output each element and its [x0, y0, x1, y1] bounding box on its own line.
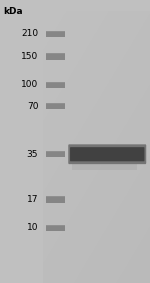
Bar	[46, 53, 65, 54]
Bar	[46, 103, 65, 104]
Bar	[46, 196, 65, 203]
Text: 35: 35	[27, 150, 38, 159]
Bar	[46, 225, 65, 226]
Bar	[46, 196, 65, 197]
Bar	[46, 103, 65, 109]
Bar	[46, 31, 65, 32]
Text: 100: 100	[21, 80, 38, 89]
Text: kDa: kDa	[3, 7, 23, 16]
FancyBboxPatch shape	[70, 147, 144, 161]
Bar	[46, 82, 65, 83]
Text: 150: 150	[21, 52, 38, 61]
Bar	[46, 82, 65, 88]
Text: 17: 17	[27, 195, 38, 204]
Bar	[46, 31, 65, 37]
Bar	[46, 151, 65, 157]
Text: 210: 210	[21, 29, 38, 38]
Text: 10: 10	[27, 223, 38, 232]
Bar	[72, 164, 136, 170]
Text: 70: 70	[27, 102, 38, 111]
FancyBboxPatch shape	[68, 144, 146, 164]
Bar	[46, 151, 65, 152]
Bar	[46, 225, 65, 231]
Bar	[46, 53, 65, 60]
